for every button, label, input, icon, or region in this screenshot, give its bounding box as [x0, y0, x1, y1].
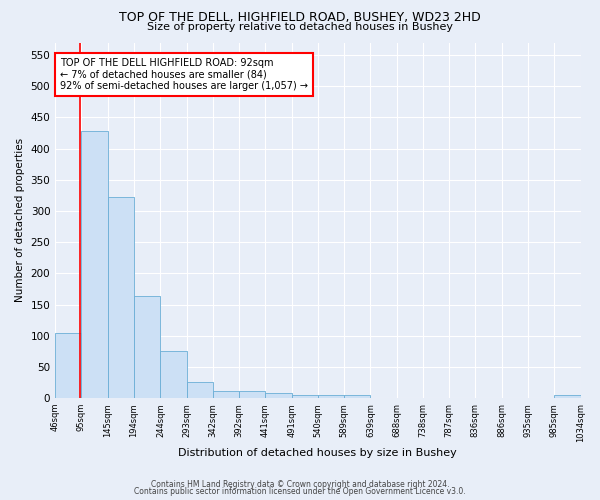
Text: TOP OF THE DELL HIGHFIELD ROAD: 92sqm
← 7% of detached houses are smaller (84)
9: TOP OF THE DELL HIGHFIELD ROAD: 92sqm ← …	[60, 58, 308, 92]
Text: Size of property relative to detached houses in Bushey: Size of property relative to detached ho…	[147, 22, 453, 32]
Bar	[265, 393, 292, 398]
Bar	[318, 395, 344, 398]
X-axis label: Distribution of detached houses by size in Bushey: Distribution of detached houses by size …	[178, 448, 457, 458]
Y-axis label: Number of detached properties: Number of detached properties	[15, 138, 25, 302]
Bar	[134, 296, 160, 398]
Text: TOP OF THE DELL, HIGHFIELD ROAD, BUSHEY, WD23 2HD: TOP OF THE DELL, HIGHFIELD ROAD, BUSHEY,…	[119, 11, 481, 24]
Bar	[239, 390, 265, 398]
Bar	[81, 131, 108, 398]
Text: Contains public sector information licensed under the Open Government Licence v3: Contains public sector information licen…	[134, 488, 466, 496]
Bar	[160, 350, 187, 398]
Bar	[212, 390, 239, 398]
Bar	[292, 395, 318, 398]
Bar	[554, 395, 581, 398]
Bar	[108, 197, 134, 398]
Bar	[187, 382, 212, 398]
Bar	[344, 395, 370, 398]
Bar	[55, 333, 81, 398]
Text: Contains HM Land Registry data © Crown copyright and database right 2024.: Contains HM Land Registry data © Crown c…	[151, 480, 449, 489]
